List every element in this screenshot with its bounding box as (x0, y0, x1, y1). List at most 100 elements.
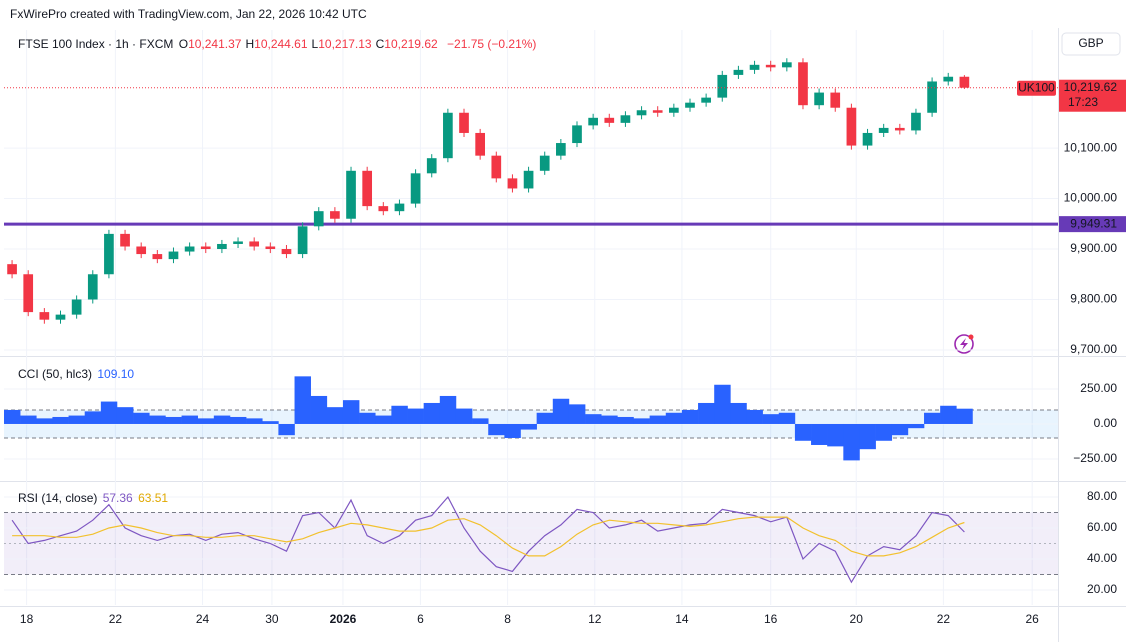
x-tick-label: 24 (196, 612, 210, 626)
cci-title: CCI (50, hlc3) (18, 367, 93, 381)
candle-body (830, 92, 841, 108)
rsi-legend: RSI (14, close) 57.36 63.51 (18, 491, 170, 505)
y-tick-label: 20.00 (1087, 582, 1117, 596)
ohlc-value: 10,219.62 (384, 37, 438, 51)
cci-bar (811, 423, 828, 445)
candle-body (652, 110, 663, 113)
cci-bar (698, 402, 715, 424)
cci-bar (229, 416, 247, 424)
candle-body (443, 112, 453, 159)
change: −21.75 (−0.21%) (447, 37, 537, 51)
cci-bar (149, 415, 166, 424)
ohlc-label: H (245, 37, 255, 51)
cci-bar (278, 423, 295, 436)
x-tick-label: 22 (109, 612, 123, 626)
currency: GBP (1078, 36, 1103, 50)
y-tick-label: 9,700.00 (1070, 342, 1117, 356)
candle-body (23, 274, 34, 313)
candle-body (281, 249, 292, 255)
x-tick-label: 26 (1025, 612, 1039, 626)
candle-body (798, 62, 808, 106)
cci-bar (165, 416, 182, 424)
candle-body (200, 246, 211, 250)
candle-body (701, 97, 711, 103)
x-tick-label: 18 (20, 612, 34, 626)
candle-body (233, 241, 243, 244)
ohlc-label: O (178, 37, 189, 51)
cci-bar (843, 423, 860, 461)
candle-body (588, 117, 598, 126)
cci-bar (568, 404, 586, 424)
legend-header: FTSE 100 Index · 1h · FXCM O10,241.37 H10… (18, 37, 538, 51)
cci-bar (940, 405, 957, 424)
cci-bar (455, 408, 473, 424)
candle-body (346, 170, 356, 219)
candle-body (362, 170, 373, 207)
cci-bar (133, 412, 150, 424)
candle-body (765, 64, 776, 68)
cci-bar (326, 407, 344, 424)
cci-bar (246, 418, 263, 424)
candle-body (862, 132, 873, 146)
cci-bar (423, 402, 441, 424)
candle-body (394, 203, 405, 212)
y-tick-label: 250.00 (1080, 381, 1117, 395)
candle-body (749, 64, 760, 70)
cci-bar (794, 423, 812, 441)
level-box (1059, 216, 1126, 233)
cci-bar (617, 416, 634, 424)
rsi-title: RSI (14, close) (18, 491, 98, 505)
cci-bar (52, 416, 69, 424)
candle-body (733, 69, 744, 75)
alert-icon[interactable] (954, 334, 974, 354)
candle-body (120, 233, 130, 247)
candle-body (297, 226, 308, 255)
cci-bar (520, 423, 537, 430)
cci-bar (439, 395, 457, 424)
symbol-badge-label: UK100 (1018, 80, 1055, 94)
symbol-title: FTSE 100 Index · 1h · FXCM (18, 37, 174, 51)
countdown-label: 17:23 (1068, 95, 1098, 109)
candle-body (217, 243, 227, 250)
cci-bar (665, 412, 683, 424)
candle-body (943, 76, 954, 82)
x-tick-label: 2026 (330, 612, 357, 626)
x-tick-label: 6 (417, 612, 424, 626)
y-tick-label: −250.00 (1073, 451, 1117, 465)
candle-body (426, 158, 437, 174)
x-tick-label: 8 (504, 612, 511, 626)
cci-value: 109.10 (97, 367, 135, 381)
candle-body (572, 125, 582, 144)
candle-body (39, 312, 50, 320)
candle-body (717, 74, 728, 98)
candle-body (620, 115, 631, 123)
candle-body (87, 274, 98, 300)
cci-bar (359, 412, 376, 424)
last-price-label: 10,219.62 (1064, 80, 1118, 94)
cci-bar (714, 384, 731, 424)
cci-bar (488, 423, 505, 436)
cci-bar (730, 402, 747, 424)
candle-body (7, 264, 17, 275)
y-tick-label: 9,900.00 (1070, 241, 1117, 255)
cci-bar (342, 400, 360, 424)
cci-legend: CCI (50, hlc3) 109.10 (18, 367, 136, 381)
candle-body (55, 314, 66, 320)
ohlc-value: 10,244.61 (254, 37, 308, 51)
x-tick-label: 22 (937, 612, 951, 626)
cci-bar (472, 418, 489, 424)
ohlc-value: 10,217.13 (318, 37, 372, 51)
cci-bar (762, 414, 780, 424)
cci-bar (633, 418, 650, 424)
candle-body (814, 92, 824, 106)
cci-bar (601, 415, 618, 424)
cci-bar (924, 412, 941, 424)
cci-bar (681, 409, 699, 424)
currency-box[interactable] (1061, 32, 1121, 56)
attribution: FxWirePro created with TradingView.com, … (10, 7, 367, 21)
ohlc: O10,241.37 H10,244.61 L10,217.13 C10,219.62 (179, 37, 442, 51)
x-tick-label: 12 (588, 612, 602, 626)
